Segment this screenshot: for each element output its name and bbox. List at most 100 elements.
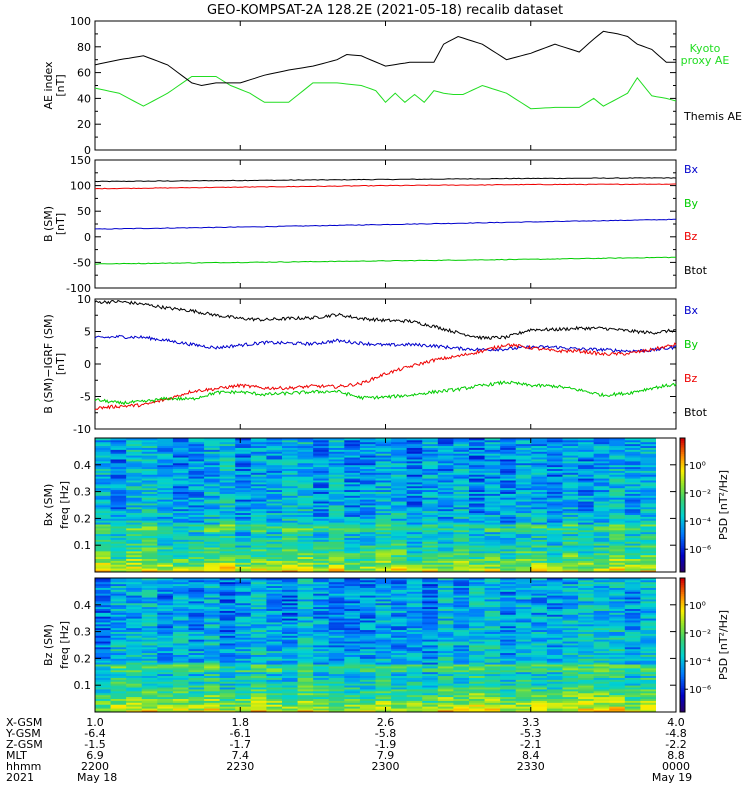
bz_spectrogram-cell (469, 645, 485, 648)
bx_spectrogram-cell (297, 506, 314, 510)
bx_spectrogram-cell (141, 506, 158, 510)
bz_spectrogram-cell (141, 585, 158, 588)
bx_spectrogram-cell (204, 472, 221, 475)
bx_spectrogram-cell (469, 493, 485, 496)
bx_spectrogram-cell (609, 570, 626, 573)
bx_spectrogram-cell (344, 503, 361, 506)
bx-spectrogram-panel: 0.10.20.30.4Bx (SM) freq [Hz]10⁰10⁻²10⁻⁴1… (42, 437, 730, 573)
bz_spectrogram-cell (235, 658, 252, 661)
bz_spectrogram-cell (500, 581, 517, 585)
bz_spectrogram-cell (562, 710, 579, 713)
bx_spectrogram-cell (313, 531, 330, 535)
bz_spectrogram-cell (141, 643, 158, 646)
bz_spectrogram-cell (188, 616, 205, 619)
bx_spectrogram-cell (282, 476, 298, 479)
bz_spectrogram-cell (95, 641, 111, 644)
bx_spectrogram-cell (172, 495, 189, 498)
bx_spectrogram-cell (515, 558, 532, 561)
bz_spectrogram-cell (562, 616, 579, 619)
bx_spectrogram-cell (391, 495, 408, 498)
bx_spectrogram-cell (422, 493, 439, 496)
bx_spectrogram-cell (344, 526, 361, 529)
bz_spectrogram-cell (95, 631, 111, 634)
bx_spectrogram-cell (406, 462, 423, 466)
bz_spectrogram-cell (515, 597, 532, 600)
bx_spectrogram-cell (266, 550, 283, 554)
bx_spectrogram-cell (500, 497, 517, 500)
bx_spectrogram-cell (219, 457, 236, 460)
bz_spectrogram-cell (141, 595, 158, 598)
bx_spectrogram-cell (359, 478, 376, 481)
bx_spectrogram-cell (204, 449, 221, 452)
bz_spectrogram-cell (546, 662, 563, 665)
bz_spectrogram-cell (266, 704, 283, 707)
bz_spectrogram-cell (391, 652, 408, 655)
bz_spectrogram-cell (406, 696, 423, 699)
bz_spectrogram-cell (110, 631, 127, 634)
bx_spectrogram-cell (204, 466, 221, 470)
bx_spectrogram-cell (515, 520, 532, 523)
bx_spectrogram-cell (172, 526, 189, 529)
bx_spectrogram-cell (204, 476, 221, 479)
bz_spectrogram-cell (126, 625, 143, 629)
bx_spectrogram-cell (344, 520, 361, 523)
bx_spectrogram-cell (391, 549, 408, 552)
bz_spectrogram-cell (141, 656, 158, 659)
bz_spectrogram-cell (453, 646, 470, 650)
bz_spectrogram-cell (110, 641, 127, 644)
bz_spectrogram-cell (531, 618, 548, 621)
bz_spectrogram-cell (110, 622, 127, 625)
bz_spectrogram-cell (250, 708, 267, 711)
bz_spectrogram-cell (313, 581, 330, 585)
bx_spectrogram-cell (95, 478, 111, 481)
bz_spectrogram-cell (469, 635, 485, 638)
bz_spectrogram-cell (484, 658, 501, 661)
bz_spectrogram-cell (328, 648, 345, 652)
bz_spectrogram-cell (141, 679, 158, 682)
bz_spectrogram-cell (313, 660, 330, 663)
bz_spectrogram-cell (250, 604, 267, 608)
bz_spectrogram-cell (546, 623, 563, 627)
bx_spectrogram-cell (141, 468, 158, 471)
bx_spectrogram-cell (235, 503, 252, 506)
bz_spectrogram-cell (562, 679, 579, 682)
bx_spectrogram-cell (375, 535, 392, 538)
bz_spectrogram-cell (406, 667, 423, 671)
bz_spectrogram-cell (406, 698, 423, 701)
bx_spectrogram-cell (219, 483, 236, 487)
bz_spectrogram-cell (546, 604, 563, 608)
bz_spectrogram-cell (469, 690, 485, 694)
bx_spectrogram-cell (359, 524, 376, 527)
bx_spectrogram-cell (172, 529, 189, 533)
bz_spectrogram-cell (375, 671, 392, 675)
bx_spectrogram-cell (531, 520, 548, 523)
bx_spectrogram-cell (219, 449, 236, 452)
bz_spectrogram-cell (515, 591, 532, 594)
bx_spectrogram-cell (640, 468, 657, 471)
bz_spectrogram-cell (235, 677, 252, 680)
bz_spectrogram-cell (297, 597, 314, 600)
bx_spectrogram-cell (437, 497, 454, 500)
bz_spectrogram-cell (515, 666, 532, 669)
bx_spectrogram-cell (188, 556, 205, 559)
bx_spectrogram-colorbar-cell (680, 565, 685, 569)
bz_spectrogram-cell (531, 694, 548, 698)
bz_spectrogram-cell (375, 641, 392, 644)
bx_spectrogram-cell (344, 451, 361, 454)
bx_spectrogram-cell (375, 457, 392, 460)
bx_spectrogram-cell (624, 499, 641, 502)
bx_spectrogram-cell (593, 514, 610, 517)
bz_spectrogram-cell (453, 660, 470, 663)
bx_spectrogram-cell (204, 441, 221, 445)
bz_spectrogram-cell (437, 631, 454, 634)
bx_spectrogram-cell (562, 552, 579, 556)
bx_spectrogram-cell (562, 570, 579, 573)
bx_spectrogram-cell (266, 497, 283, 500)
bx_spectrogram-cell (266, 503, 283, 506)
bx_spectrogram-cell (640, 558, 657, 561)
bx_spectrogram-cell (469, 506, 485, 510)
bz_spectrogram-cell (266, 637, 283, 640)
bz_spectrogram-cell (578, 650, 595, 654)
bx_spectrogram-cell (578, 570, 595, 573)
bz_spectrogram-cell (157, 578, 174, 581)
